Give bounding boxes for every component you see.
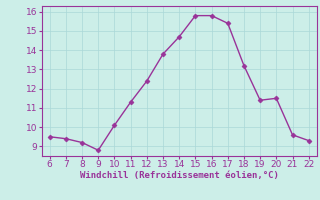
X-axis label: Windchill (Refroidissement éolien,°C): Windchill (Refroidissement éolien,°C) — [80, 171, 279, 180]
